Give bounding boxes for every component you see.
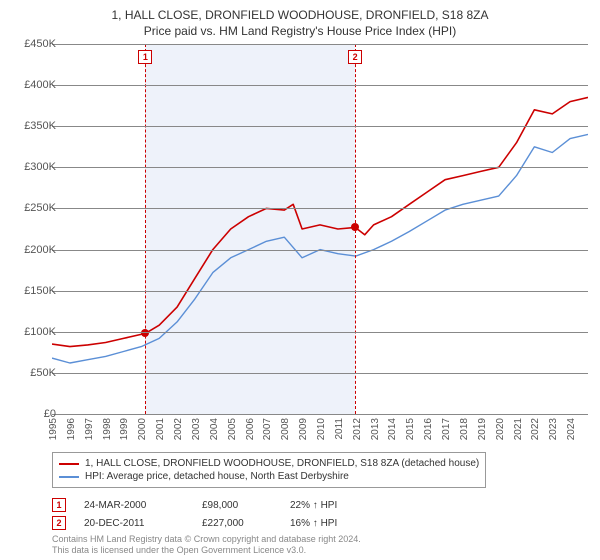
footer-attribution: Contains HM Land Registry data © Crown c… xyxy=(52,534,361,556)
y-tick-label: £300K xyxy=(6,161,56,173)
page-title: 1, HALL CLOSE, DRONFIELD WOODHOUSE, DRON… xyxy=(0,0,600,22)
y-tick-label: £350K xyxy=(6,120,56,132)
x-tick-label: 2006 xyxy=(245,418,256,448)
x-tick-label: 2015 xyxy=(405,418,416,448)
page-subtitle: Price paid vs. HM Land Registry's House … xyxy=(0,22,600,42)
y-tick-label: £200K xyxy=(6,244,56,256)
sale-price: £227,000 xyxy=(202,518,272,529)
y-tick-label: £450K xyxy=(6,38,56,50)
legend-swatch-icon xyxy=(59,463,79,465)
x-tick-label: 2012 xyxy=(352,418,363,448)
x-tick-label: 1999 xyxy=(119,418,130,448)
legend-item: HPI: Average price, detached house, Nort… xyxy=(59,470,479,483)
x-tick-label: 2007 xyxy=(262,418,273,448)
y-gridline xyxy=(52,126,588,127)
x-tick-label: 2010 xyxy=(316,418,327,448)
sale-pct: 22% ↑ HPI xyxy=(290,500,380,511)
x-tick-label: 2014 xyxy=(387,418,398,448)
chart-container: 1, HALL CLOSE, DRONFIELD WOODHOUSE, DRON… xyxy=(0,0,600,560)
legend-swatch-icon xyxy=(59,476,79,478)
x-tick-label: 2022 xyxy=(530,418,541,448)
x-tick-label: 2013 xyxy=(370,418,381,448)
table-row: 2 20-DEC-2011 £227,000 16% ↑ HPI xyxy=(52,514,380,532)
sales-table: 1 24-MAR-2000 £98,000 22% ↑ HPI 2 20-DEC… xyxy=(52,496,380,532)
sale-marker-icon: 2 xyxy=(52,516,66,530)
legend-label: 1, HALL CLOSE, DRONFIELD WOODHOUSE, DRON… xyxy=(85,458,479,469)
y-gridline xyxy=(52,208,588,209)
x-tick-label: 2020 xyxy=(495,418,506,448)
sale-marker-icon: 2 xyxy=(348,50,362,64)
y-gridline xyxy=(52,85,588,86)
sale-price: £98,000 xyxy=(202,500,272,511)
y-tick-label: £50K xyxy=(6,367,56,379)
y-gridline xyxy=(52,332,588,333)
x-tick-label: 1996 xyxy=(66,418,77,448)
x-tick-label: 2018 xyxy=(459,418,470,448)
x-tick-label: 2002 xyxy=(173,418,184,448)
chart-plot-area: 12 xyxy=(52,44,588,415)
footer-line: Contains HM Land Registry data © Crown c… xyxy=(52,534,361,545)
sale-point-icon xyxy=(141,329,149,337)
x-tick-label: 2023 xyxy=(548,418,559,448)
y-tick-label: £100K xyxy=(6,326,56,338)
legend-item: 1, HALL CLOSE, DRONFIELD WOODHOUSE, DRON… xyxy=(59,457,479,470)
x-tick-label: 2011 xyxy=(334,418,345,448)
sale-date: 20-DEC-2011 xyxy=(84,518,184,529)
y-tick-label: £400K xyxy=(6,79,56,91)
x-tick-label: 2001 xyxy=(155,418,166,448)
sale-date: 24-MAR-2000 xyxy=(84,500,184,511)
legend-label: HPI: Average price, detached house, Nort… xyxy=(85,471,349,482)
x-tick-label: 2000 xyxy=(137,418,148,448)
y-tick-label: £250K xyxy=(6,202,56,214)
y-gridline xyxy=(52,373,588,374)
footer-line: This data is licensed under the Open Gov… xyxy=(52,545,361,556)
x-tick-label: 2017 xyxy=(441,418,452,448)
x-tick-label: 2024 xyxy=(566,418,577,448)
table-row: 1 24-MAR-2000 £98,000 22% ↑ HPI xyxy=(52,496,380,514)
x-tick-label: 2008 xyxy=(280,418,291,448)
y-gridline xyxy=(52,250,588,251)
sale-marker-icon: 1 xyxy=(52,498,66,512)
x-tick-label: 2003 xyxy=(191,418,202,448)
x-tick-label: 2019 xyxy=(477,418,488,448)
sale-marker-icon: 1 xyxy=(138,50,152,64)
y-gridline xyxy=(52,44,588,45)
legend-box: 1, HALL CLOSE, DRONFIELD WOODHOUSE, DRON… xyxy=(52,452,486,488)
x-tick-label: 2005 xyxy=(227,418,238,448)
x-tick-label: 2021 xyxy=(513,418,524,448)
y-gridline xyxy=(52,414,588,415)
sale-point-icon xyxy=(351,223,359,231)
property-series-line xyxy=(52,97,588,346)
y-tick-label: £150K xyxy=(6,285,56,297)
y-gridline xyxy=(52,291,588,292)
y-gridline xyxy=(52,167,588,168)
sale-pct: 16% ↑ HPI xyxy=(290,518,380,529)
x-tick-label: 1998 xyxy=(102,418,113,448)
line-series-svg xyxy=(52,44,588,414)
x-tick-label: 2004 xyxy=(209,418,220,448)
x-tick-label: 2009 xyxy=(298,418,309,448)
x-tick-label: 1995 xyxy=(48,418,59,448)
x-tick-label: 1997 xyxy=(84,418,95,448)
sale-vline xyxy=(145,44,146,414)
x-tick-label: 2016 xyxy=(423,418,434,448)
